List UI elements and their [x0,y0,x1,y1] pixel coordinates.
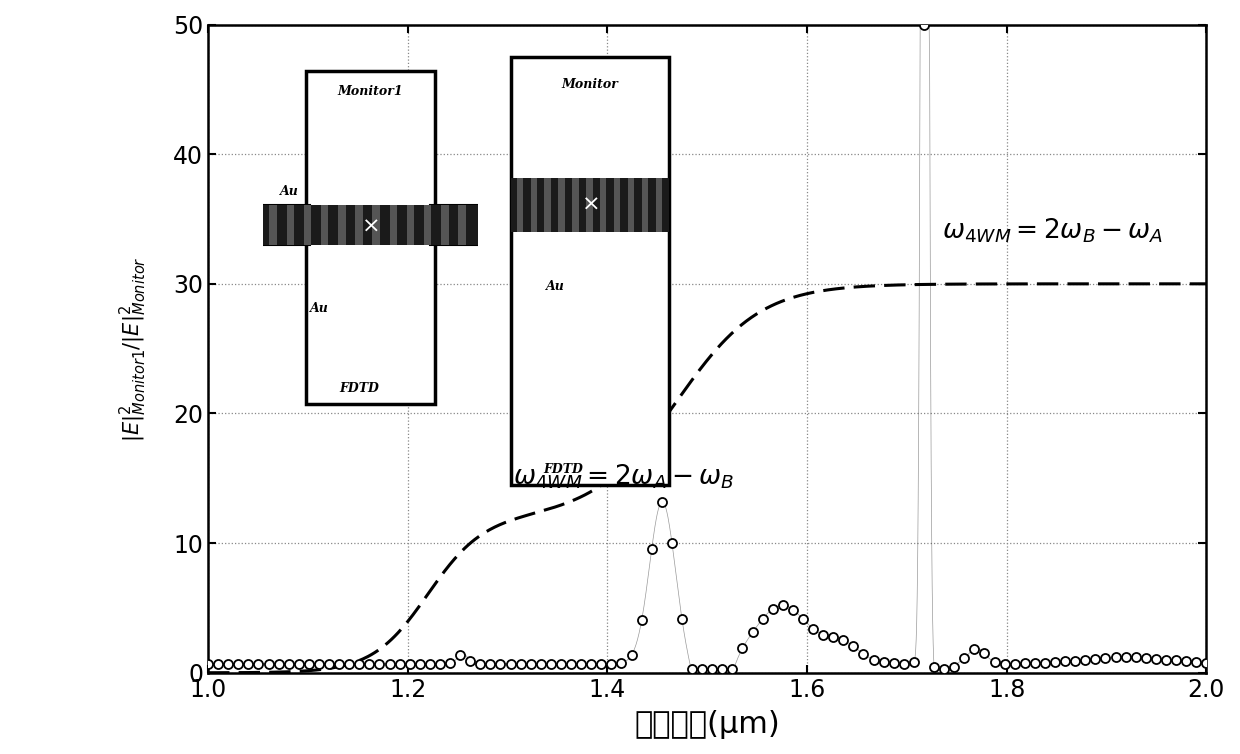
Text: $\omega_{4WM}=2\omega_B-\omega_A$: $\omega_{4WM}=2\omega_B-\omega_A$ [941,216,1163,245]
Text: $\omega_{4WM}=2\omega_A-\omega_B$: $\omega_{4WM}=2\omega_A-\omega_B$ [512,463,734,492]
Text: $|E|^2_{Monitor1}/|E|^2_{Monitor}$: $|E|^2_{Monitor1}/|E|^2_{Monitor}$ [118,256,149,442]
X-axis label: 信号波长(μm): 信号波长(μm) [635,710,780,739]
